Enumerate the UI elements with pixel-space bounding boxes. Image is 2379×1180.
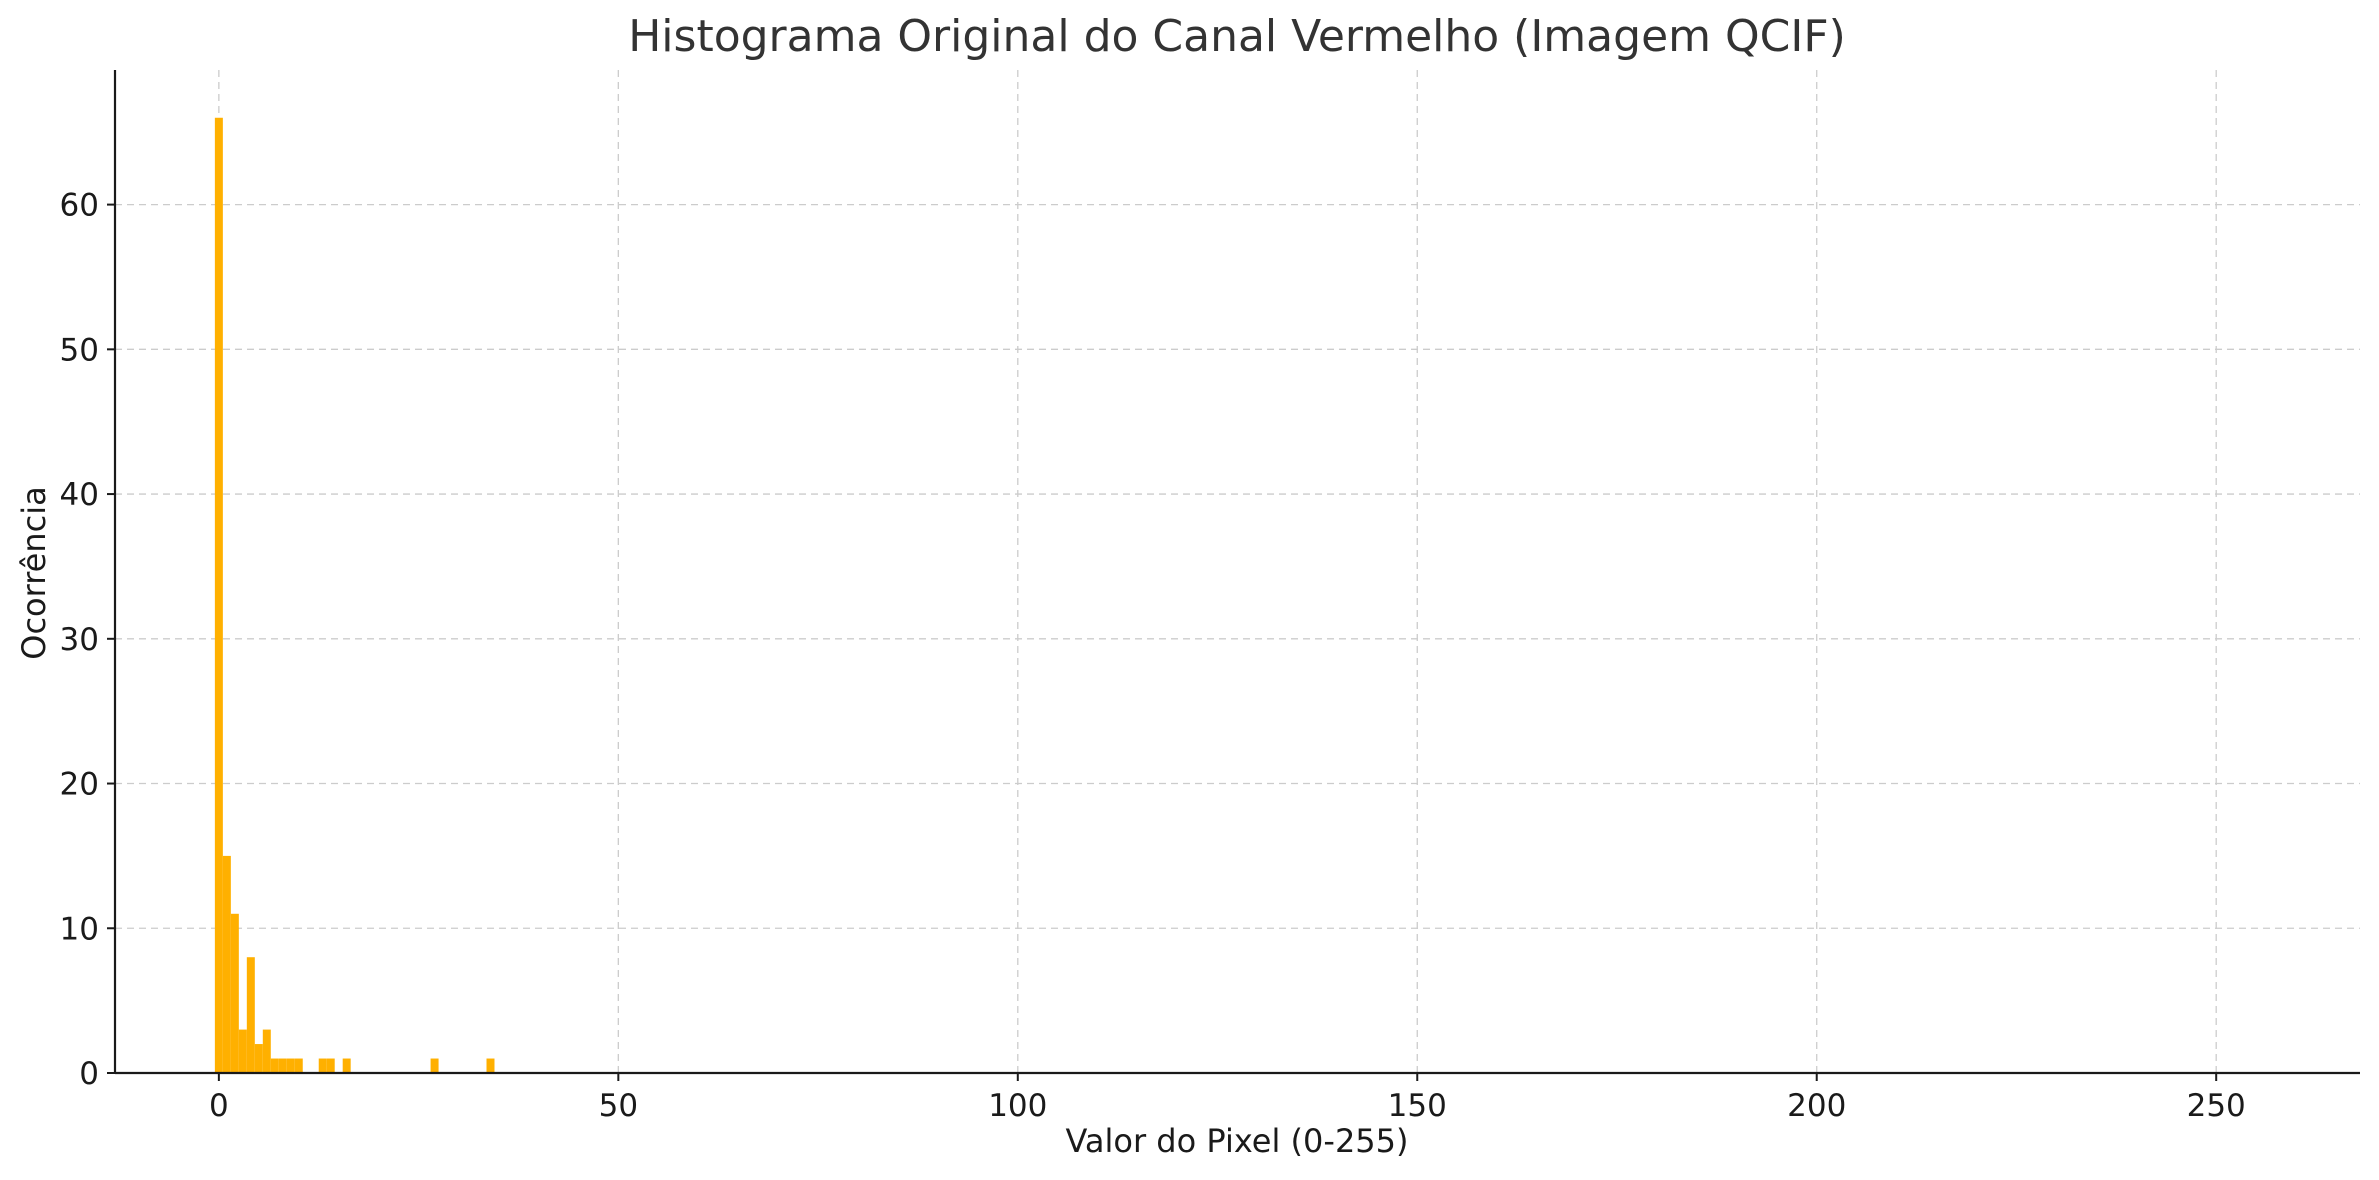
y-tick-label: 20 [60, 767, 99, 803]
x-tick-label: 50 [599, 1088, 638, 1124]
histogram-bar [214, 117, 223, 1073]
x-axis-label: Valor do Pixel (0-255) [1065, 1122, 1408, 1160]
histogram-bar [270, 1058, 279, 1073]
x-axis-ticks: 0 50 100 150 200 250 [209, 1073, 2246, 1124]
x-tick-label: 100 [988, 1088, 1047, 1124]
y-axis-label: Ocorrência [15, 486, 53, 659]
x-tick-label: 200 [1787, 1088, 1846, 1124]
histogram-bar [486, 1058, 495, 1073]
histogram-bar [246, 957, 255, 1073]
histogram-bar [222, 855, 231, 1073]
histogram-bar [286, 1058, 295, 1073]
y-tick-label: 60 [60, 188, 99, 224]
grid-lines [115, 70, 2360, 1073]
chart-title: Histograma Original do Canal Vermelho (I… [628, 11, 1846, 62]
x-tick-label: 250 [2187, 1088, 2246, 1124]
histogram-bar [294, 1058, 303, 1073]
x-tick-label: 0 [209, 1088, 229, 1124]
y-axis-ticks: 0 10 20 30 40 50 60 [60, 188, 115, 1092]
x-tick-label: 150 [1388, 1088, 1447, 1124]
y-tick-label: 0 [79, 1056, 99, 1092]
y-tick-label: 50 [60, 332, 99, 368]
histogram-bar [430, 1058, 439, 1073]
histogram-bars [214, 117, 495, 1073]
histogram-bar [238, 1029, 247, 1073]
histogram-bar [342, 1058, 351, 1073]
histogram-bar [230, 913, 239, 1073]
histogram-bar [254, 1044, 263, 1073]
histogram-bar [278, 1058, 287, 1073]
histogram-bar [262, 1029, 271, 1073]
histogram-bar [326, 1058, 335, 1073]
y-tick-label: 30 [60, 622, 99, 658]
y-tick-label: 40 [60, 477, 99, 513]
y-tick-label: 10 [60, 911, 99, 947]
histogram-bar [318, 1058, 327, 1073]
